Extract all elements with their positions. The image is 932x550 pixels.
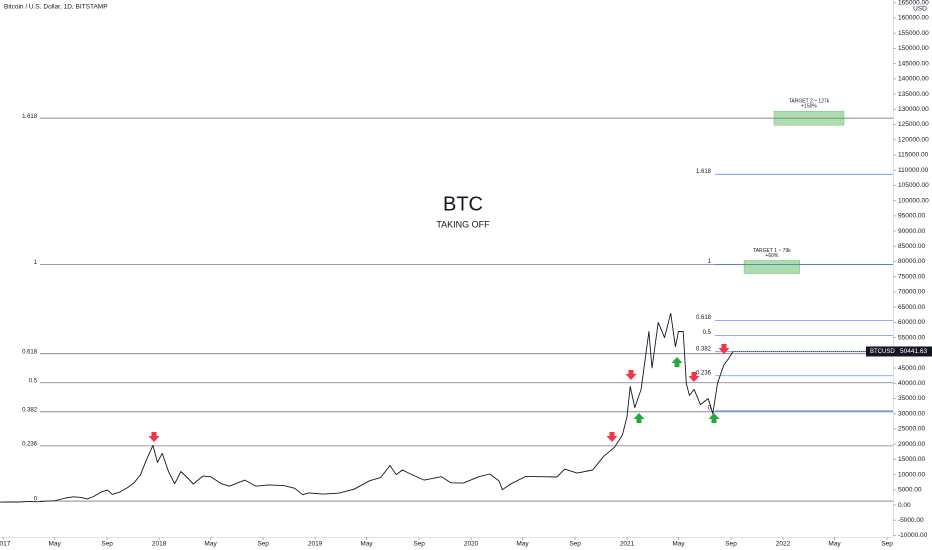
y-tick-label: 20000.00 xyxy=(898,441,925,448)
y-tick-label: 25000.00 xyxy=(898,426,925,433)
y-tick-label: 40000.00 xyxy=(898,380,925,387)
x-tick-label: May xyxy=(204,541,217,548)
last-price-tag xyxy=(866,346,932,357)
y-tick-label: 35000.00 xyxy=(898,395,925,402)
buy-arrow xyxy=(671,357,683,367)
y-tick-label: -5000.00 xyxy=(898,517,924,524)
y-tick-label: 140000.00 xyxy=(898,76,929,83)
fib-label: 0.618 xyxy=(696,315,712,321)
y-tick-label: 45000.00 xyxy=(898,365,925,372)
fib-label: 0.236 xyxy=(696,370,712,376)
y-tick-label: 125000.00 xyxy=(898,121,929,128)
last-price-value: 50441.63 xyxy=(900,348,927,355)
fib-label: 0 xyxy=(34,497,38,503)
y-tick-label: 0.00 xyxy=(898,502,911,509)
x-tick-label: 2019 xyxy=(308,541,323,548)
x-tick-label: 2017 xyxy=(0,541,11,548)
fib-label: 1 xyxy=(34,260,38,266)
y-tick-label: 120000.00 xyxy=(898,136,929,143)
x-tick-label: May xyxy=(48,541,61,548)
target-subtitle: +60% xyxy=(765,253,778,259)
x-tick-label: Sep xyxy=(101,541,113,548)
last-price-name: BTCUSD xyxy=(870,349,895,355)
fib-label: 1.618 xyxy=(22,114,38,120)
sell-arrow xyxy=(606,432,618,442)
fib-label: 0.382 xyxy=(696,346,712,352)
axis-unit: USD xyxy=(913,6,927,13)
x-tick-label: Sep xyxy=(413,541,425,548)
x-tick-label: 2018 xyxy=(152,541,167,548)
x-tick-label: Sep xyxy=(569,541,581,548)
buy-arrow xyxy=(633,413,645,423)
subheadline: TAKING OFF xyxy=(436,219,490,229)
y-tick-label: 110000.00 xyxy=(898,167,929,174)
fib-label: 0.236 xyxy=(22,441,38,447)
y-tick-label: 60000.00 xyxy=(898,319,925,326)
y-tick-label: 145000.00 xyxy=(898,60,929,67)
target-box xyxy=(773,110,845,126)
x-tick-label: 2021 xyxy=(620,541,635,548)
x-tick-label: Sep xyxy=(257,541,269,548)
fib-label: 0 xyxy=(708,405,712,411)
y-tick-label: 95000.00 xyxy=(898,213,925,220)
y-tick-label: 5000.00 xyxy=(898,487,922,494)
y-tick-label: 130000.00 xyxy=(898,106,929,113)
y-tick-label: 160000.00 xyxy=(898,15,929,22)
x-tick-label: Sep xyxy=(725,541,737,548)
x-tick-label: May xyxy=(516,541,529,548)
y-tick-label: 30000.00 xyxy=(898,410,925,417)
x-tick-label: May xyxy=(828,541,841,548)
sell-arrow xyxy=(148,432,160,442)
fib-label: 0.5 xyxy=(703,330,712,336)
y-tick-label: 70000.00 xyxy=(898,289,925,296)
fib-label: 0.382 xyxy=(22,407,38,413)
y-tick-label: 80000.00 xyxy=(898,258,925,265)
fib-label: 0.5 xyxy=(29,378,38,384)
target-subtitle: +150% xyxy=(801,103,817,109)
target-title: TARGET 2 ~ 127k xyxy=(789,98,830,104)
fib-label: 0.618 xyxy=(22,349,38,355)
x-tick-label: 2022 xyxy=(776,541,791,548)
y-tick-label: -10000.00 xyxy=(898,532,928,539)
y-tick-label: 115000.00 xyxy=(898,152,929,159)
y-tick-label: 65000.00 xyxy=(898,304,925,311)
sell-arrow xyxy=(688,372,700,382)
sell-arrow xyxy=(718,344,730,354)
y-tick-label: 165000.00 xyxy=(898,0,929,6)
x-tick-label: May xyxy=(672,541,685,548)
y-tick-label: 15000.00 xyxy=(898,456,925,463)
y-tick-label: 10000.00 xyxy=(898,471,925,478)
fib-label: 1.618 xyxy=(696,169,712,175)
buy-arrow xyxy=(708,413,720,423)
y-tick-label: 75000.00 xyxy=(898,273,925,280)
y-tick-label: 155000.00 xyxy=(898,30,929,37)
target-box xyxy=(743,260,800,274)
x-tick-label: Sep xyxy=(881,541,893,548)
target-title: TARGET 1 ~ 79k xyxy=(753,248,791,254)
y-tick-label: 135000.00 xyxy=(898,91,929,98)
y-tick-label: 85000.00 xyxy=(898,243,925,250)
chart-title: Bitcoin / U.S. Dollar, 1D, BITSTAMP xyxy=(4,4,108,11)
y-tick-label: 105000.00 xyxy=(898,182,929,189)
x-tick-label: May xyxy=(360,541,373,548)
sell-arrow xyxy=(625,370,637,380)
arrows xyxy=(148,344,730,442)
fib-label: 1 xyxy=(708,259,712,265)
y-tick-label: 55000.00 xyxy=(898,334,925,341)
price-line xyxy=(0,312,734,503)
headline: BTC xyxy=(443,193,483,215)
x-tick-label: 2020 xyxy=(464,541,479,548)
y-tick-label: 100000.00 xyxy=(898,197,929,204)
y-tick-label: 90000.00 xyxy=(898,228,925,235)
y-tick-label: 150000.00 xyxy=(898,45,929,52)
